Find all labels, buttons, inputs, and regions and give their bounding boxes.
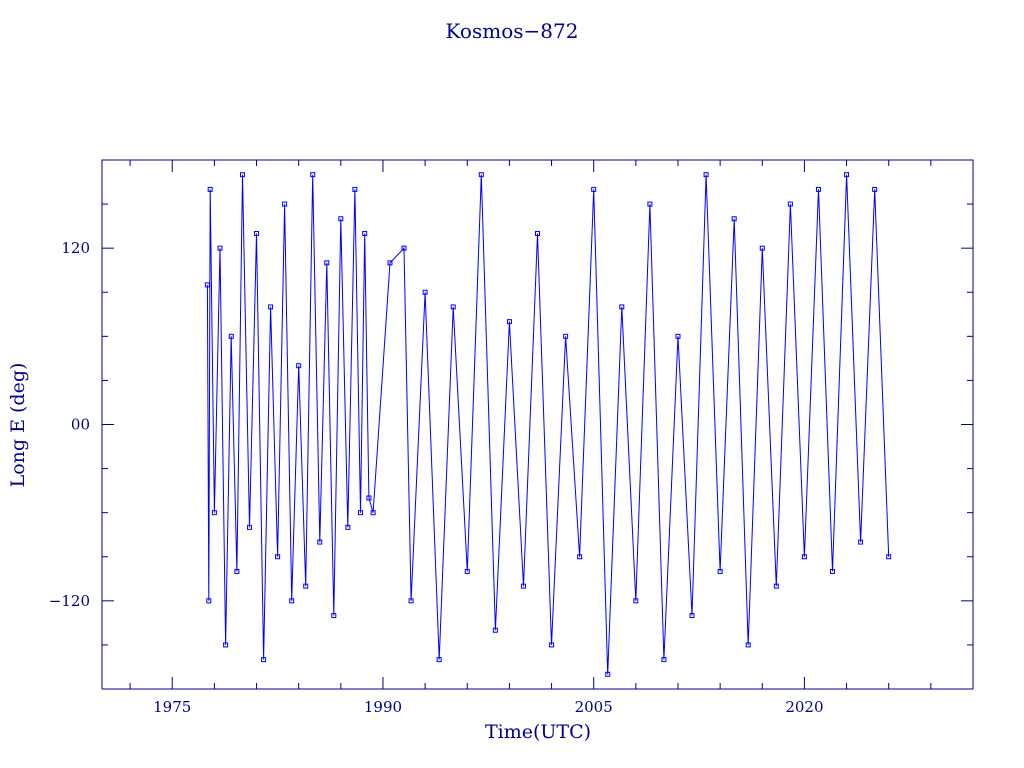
data-point: [296, 363, 302, 369]
data-point: [310, 172, 316, 178]
y-tick-label: −120: [49, 592, 90, 610]
data-point: [549, 642, 555, 648]
data-point: [338, 216, 344, 222]
tick-labels: 1975 1990 2005 2020 120 00 −120: [49, 239, 824, 716]
data-point: [247, 524, 253, 530]
data-point: [289, 598, 295, 604]
data-point: [787, 201, 793, 207]
data-point: [450, 304, 456, 310]
data-point: [366, 495, 372, 501]
data-point: [408, 598, 414, 604]
data-point: [207, 186, 213, 192]
data-point: [647, 201, 653, 207]
data-point: [303, 583, 309, 589]
data-point: [801, 554, 807, 560]
data-point: [387, 260, 393, 266]
data-point: [204, 282, 210, 288]
data-point: [745, 642, 751, 648]
data-point: [228, 333, 234, 339]
data-point: [872, 186, 878, 192]
data-point: [211, 510, 217, 516]
data-point: [268, 304, 274, 310]
data-point: [223, 642, 229, 648]
data-point: [345, 524, 351, 530]
data-point: [830, 568, 836, 574]
data-point: [520, 583, 526, 589]
data-point: [858, 539, 864, 545]
data-point: [773, 583, 779, 589]
data-point: [619, 304, 625, 310]
data-point: [844, 172, 850, 178]
data-point: [492, 627, 498, 633]
data-point: [217, 245, 223, 251]
x-tick-label: 1975: [153, 698, 191, 716]
data-point: [331, 613, 337, 619]
data-point: [591, 186, 597, 192]
data-point: [282, 201, 288, 207]
data-point: [703, 172, 709, 178]
data-point: [506, 319, 512, 325]
data-point: [717, 568, 723, 574]
data-point: [234, 568, 240, 574]
y-axis-label: Long E (deg): [7, 363, 29, 488]
chart-title: Kosmos−872: [446, 19, 579, 43]
data-point: [759, 245, 765, 251]
data-point: [254, 230, 260, 236]
data-point: [478, 172, 484, 178]
data-point: [464, 568, 470, 574]
data-point: [675, 333, 681, 339]
series-line: [206, 174, 890, 675]
data-point: [357, 510, 363, 516]
data-point: [605, 671, 611, 677]
data-point: [633, 598, 639, 604]
data-point: [815, 186, 821, 192]
data-point: [689, 613, 695, 619]
x-axis-label: Time(UTC): [485, 721, 591, 743]
data-point: [436, 657, 442, 663]
data-point: [886, 554, 892, 560]
data-point: [370, 510, 376, 516]
x-tick-label: 2020: [785, 698, 823, 716]
data-point: [324, 260, 330, 266]
x-tick-label: 2005: [575, 698, 613, 716]
data-point: [317, 539, 323, 545]
axis-ticks: [102, 160, 973, 689]
data-point: [239, 172, 245, 178]
data-point: [661, 657, 667, 663]
data-point: [535, 230, 540, 236]
data-point: [401, 245, 407, 251]
data-point: [352, 186, 358, 192]
data-point: [422, 289, 428, 295]
y-tick-label: 00: [71, 416, 90, 434]
data-point: [275, 554, 281, 560]
data-point: [563, 333, 569, 339]
data-point: [577, 554, 583, 560]
data-point: [731, 216, 737, 222]
y-tick-label: 120: [61, 239, 90, 257]
data-point: [206, 598, 212, 604]
x-tick-label: 1990: [364, 698, 402, 716]
series-longitude: [204, 172, 892, 677]
data-point: [362, 230, 368, 236]
data-point: [261, 657, 267, 663]
